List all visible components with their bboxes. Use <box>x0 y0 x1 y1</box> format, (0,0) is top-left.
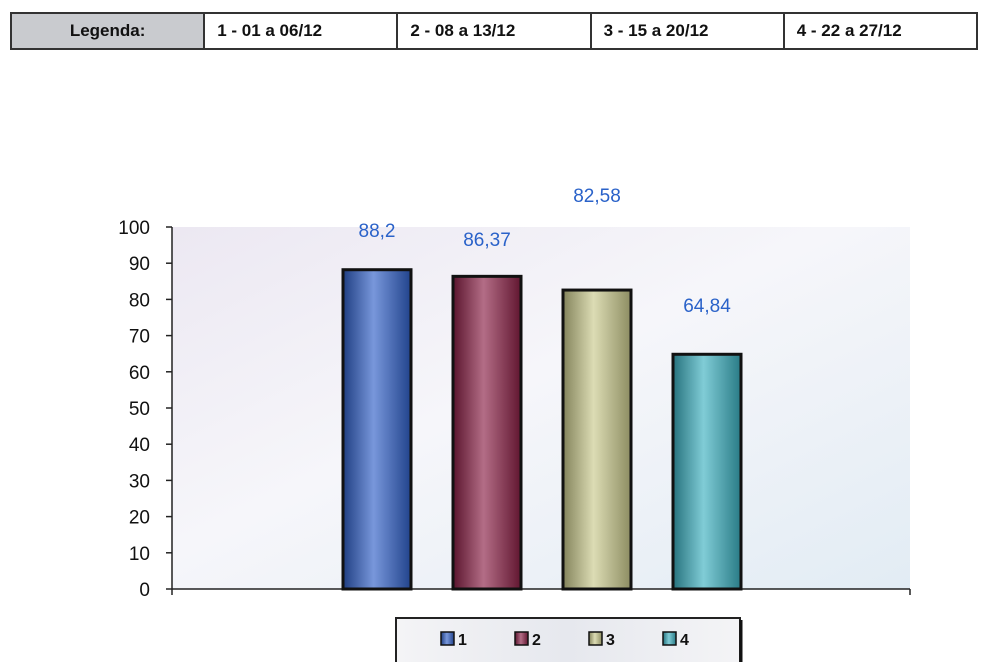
y-tick-label: 70 <box>129 327 150 348</box>
y-tick-label: 80 <box>129 290 150 311</box>
legend-label-1: 1 <box>458 632 467 649</box>
data-label-2: 86,37 <box>463 230 511 251</box>
bars <box>341 268 743 591</box>
y-axis: 0 10 20 30 40 50 60 70 80 90 100 <box>118 218 173 601</box>
legend-label-3: 3 <box>606 632 615 649</box>
x-axis <box>171 588 911 595</box>
legend-header: Legenda: <box>9 12 206 50</box>
bar-1 <box>341 268 413 591</box>
legend-entry-1: 1 - 01 a 06/12 <box>203 12 399 50</box>
y-tick-label: 100 <box>118 218 150 239</box>
y-tick-label: 0 <box>139 580 150 601</box>
legend-label-4: 4 <box>680 632 689 649</box>
y-tick-label: 30 <box>129 471 150 492</box>
y-tick-label: 60 <box>129 363 150 384</box>
data-label-1: 88,2 <box>359 221 396 242</box>
y-tick-label: 40 <box>129 435 150 456</box>
legend-entry-2: 2 - 08 a 13/12 <box>396 12 592 50</box>
chart-legend: 1 2 3 4 <box>395 617 743 662</box>
y-tick-label: 50 <box>129 399 150 420</box>
legend-swatch-3 <box>588 631 603 646</box>
legend-entry-3: 3 - 15 a 20/12 <box>589 12 785 50</box>
legend-swatch-4 <box>662 631 677 646</box>
legend-table: Legenda: 1 - 01 a 06/12 2 - 08 a 13/12 3… <box>9 12 979 50</box>
legend-label-2: 2 <box>532 632 541 649</box>
data-labels: 88,2 86,37 82,58 64,84 <box>359 186 732 317</box>
legend-entry-4: 4 - 22 a 27/12 <box>782 12 979 50</box>
bar-3 <box>561 288 633 591</box>
bar-4 <box>671 352 743 591</box>
legend-swatch-2 <box>514 631 529 646</box>
data-label-4: 64,84 <box>683 296 731 317</box>
y-tick-label: 10 <box>129 544 150 565</box>
legend-swatch-1 <box>440 631 455 646</box>
y-tick-label: 20 <box>129 508 150 529</box>
y-tick-label: 90 <box>129 254 150 275</box>
data-label-3: 82,58 <box>573 186 621 207</box>
plot-area <box>172 227 910 589</box>
bar-2 <box>451 274 523 591</box>
